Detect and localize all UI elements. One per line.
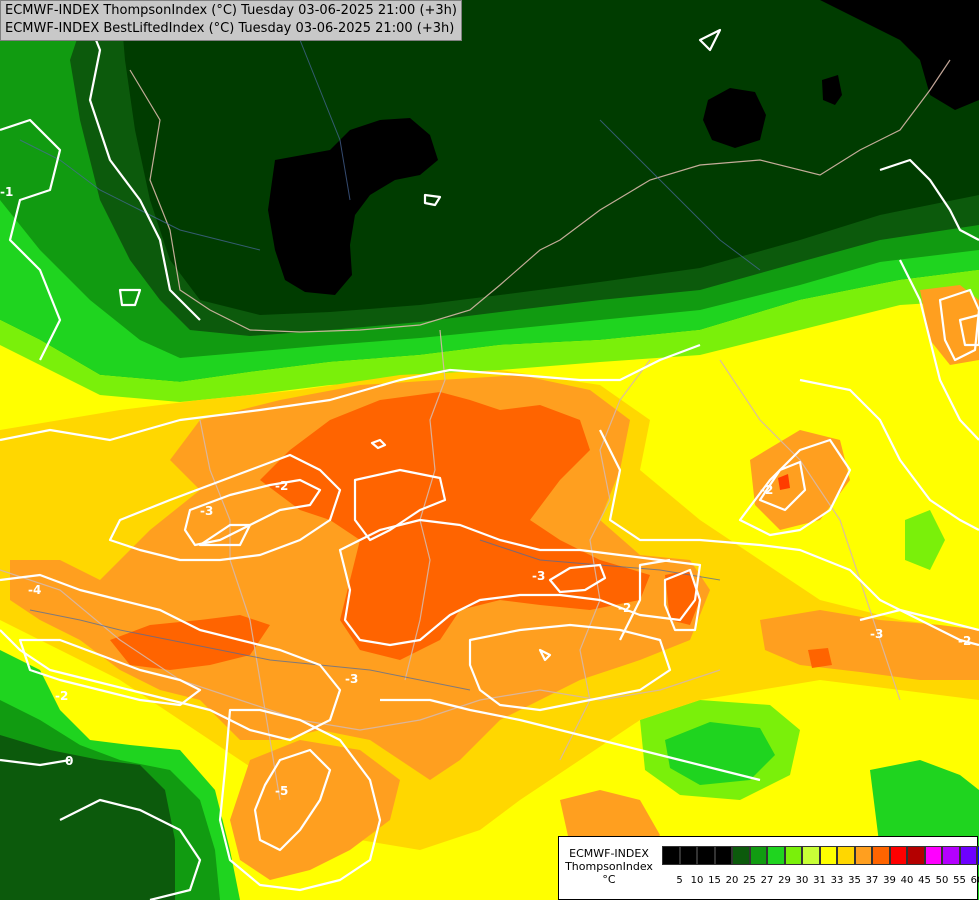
legend-swatch	[837, 846, 855, 865]
contour-label: -3	[532, 569, 545, 583]
legend-swatch	[679, 846, 697, 865]
legend-model: ECMWF-INDEX	[569, 847, 649, 860]
legend-swatch	[714, 846, 732, 865]
green-patch-east	[905, 510, 945, 570]
legend-tick-label: 10	[690, 875, 704, 886]
dark-orange-east	[665, 570, 700, 625]
legend-swatch	[872, 846, 890, 865]
legend-swatch	[854, 846, 872, 865]
green-patch-southeast-core	[665, 722, 775, 785]
legend-swatch	[819, 846, 837, 865]
legend-swatch	[749, 846, 767, 865]
contour-label: -2	[760, 483, 773, 497]
black-core-ne	[820, 0, 979, 110]
title-line-thompson: ECMWF-INDEX ThompsonIndex (°C) Tuesday 0…	[5, 3, 457, 18]
legend-tick-label: 30	[795, 875, 809, 886]
legend-unit: °C	[602, 873, 616, 886]
legend-tick-label: 45	[918, 875, 931, 886]
legend-swatch	[732, 846, 750, 865]
legend-tick-label: 37	[865, 875, 879, 886]
legend-parameter: ThompsonIndex	[565, 860, 653, 873]
legend-tick-label: 5	[676, 875, 683, 886]
dark-orange-core	[260, 392, 650, 660]
black-blob-small	[822, 75, 842, 105]
legend-tick-label: 31	[813, 875, 826, 886]
legend-label: ECMWF-INDEX ThompsonIndex °C	[561, 847, 657, 886]
legend-swatch	[977, 846, 979, 865]
dark-green-southwest	[0, 735, 175, 900]
contour-label: -1	[0, 185, 13, 199]
red-dot-east	[778, 474, 790, 490]
color-legend: ECMWF-INDEX ThompsonIndex °C 5 10 15 20 25 27…	[558, 836, 979, 900]
legend-swatches	[662, 846, 979, 865]
contour-label: 0	[65, 754, 73, 768]
contour-label: -2	[55, 689, 68, 703]
title-line-bestlifted: ECMWF-INDEX BestLiftedIndex (°C) Tuesday…	[5, 21, 455, 36]
legend-tick-label: 50	[935, 875, 949, 886]
legend-tick-label: 39	[883, 875, 896, 886]
dark-orange-small-e	[808, 648, 832, 668]
orange-zone-south	[230, 740, 400, 880]
contour-label: -3	[200, 504, 213, 518]
legend-tick-label: 40	[900, 875, 914, 886]
legend-swatch	[767, 846, 785, 865]
legend-swatch	[924, 846, 942, 865]
contour-label: -5	[275, 784, 288, 798]
legend-tick-label: 55	[953, 875, 966, 886]
contour-labels: -3 -2 -4 -3 -2 -2 -3 -2 -5 -3 -2 -1 0	[0, 185, 971, 798]
legend-swatch	[959, 846, 977, 865]
legend-swatch	[662, 846, 680, 865]
legend-tick-label: 29	[778, 875, 791, 886]
contour-label: -4	[28, 583, 41, 597]
legend-tick-label: 25	[743, 875, 756, 886]
legend-tick-label: 27	[760, 875, 774, 886]
legend-tick-label: 15	[708, 875, 721, 886]
legend-ticks: 5 10 15 20 25 27 29 30 31 33 35 37 39 40 45 50 55 60	[671, 875, 979, 886]
legend-tick-label: 20	[725, 875, 739, 886]
legend-swatch	[942, 846, 960, 865]
legend-tick-label: 60	[970, 875, 979, 886]
dark-orange-west	[110, 615, 270, 670]
legend-swatch	[907, 846, 925, 865]
country-borders	[0, 59, 951, 801]
legend-swatch	[802, 846, 820, 865]
legend-tick-label: 33	[830, 875, 844, 886]
legend-swatch	[697, 846, 715, 865]
black-core-west	[268, 118, 438, 295]
contour-label: -2	[958, 634, 971, 648]
legend-swatch	[784, 846, 802, 865]
contour-label: -3	[870, 627, 883, 641]
contour-label: -2	[275, 479, 288, 493]
light-green-band	[0, 270, 979, 402]
legend-tick-label: 35	[848, 875, 861, 886]
black-core-center	[703, 88, 766, 148]
legend-swatch	[889, 846, 907, 865]
map-title: ECMWF-INDEX ThompsonIndex (°C) Tuesday 0…	[0, 0, 462, 41]
contour-label: -2	[618, 601, 631, 615]
contour-label: -3	[345, 672, 358, 686]
